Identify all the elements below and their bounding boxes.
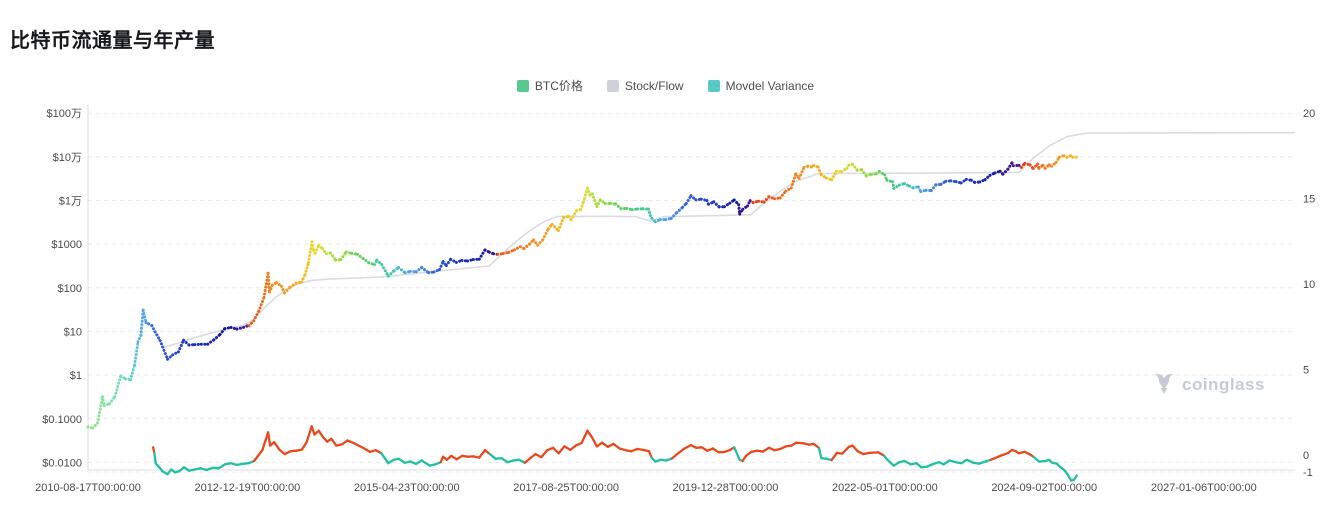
x-axis-tick-label: 2017-08-25T00:00:00 (513, 482, 619, 494)
page-title: 比特币流通量与年产量 (10, 30, 215, 52)
legend: BTC价格 Stock/Flow Movdel Variance (0, 77, 1331, 94)
left-axis-tick-label: $1 (70, 370, 82, 382)
left-axis-tick-label: $1万 (59, 196, 82, 208)
x-axis-tick-label: 2027-01-06T00:00:00 (1151, 482, 1257, 494)
legend-item-2[interactable]: Movdel Variance (707, 78, 815, 93)
legend-label: Movdel Variance (725, 78, 815, 93)
legend-item-0[interactable]: BTC价格 (516, 77, 583, 94)
left-axis-tick-label: $10万 (53, 152, 82, 164)
x-axis-tick-label: 2012-12-19T00:00:00 (194, 482, 300, 494)
x-axis-tick-label: 2010-08-17T00:00:00 (35, 482, 141, 494)
x-axis-tick-label: 2019-12-28T00:00:00 (673, 482, 779, 494)
right-axis-tick-label: 5 (1303, 365, 1309, 377)
legend-swatch-icon (516, 79, 529, 92)
x-axis-tick-label: 2024-09-02T00:00:00 (991, 482, 1097, 494)
left-axis-tick-label: $100万 (47, 108, 82, 120)
right-axis-tick-label: 10 (1303, 279, 1315, 291)
left-axis-tick-label: $10 (64, 326, 82, 338)
legend-label: BTC价格 (534, 79, 583, 93)
stockflow-series (164, 131, 1296, 349)
model-variance-series (151, 425, 1079, 482)
right-axis-tick-label: 0 (1303, 450, 1309, 462)
legend-item-1[interactable]: Stock/Flow (606, 78, 684, 93)
x-axis-tick-label: 2015-04-23T00:00:00 (354, 482, 460, 494)
right-axis-tick-label: 20 (1303, 108, 1315, 120)
legend-swatch-icon (606, 79, 619, 92)
left-axis-tick-label: $100 (58, 283, 82, 295)
left-axis-tick-label: $0.1000 (42, 414, 82, 426)
legend-label: Stock/Flow (624, 78, 684, 93)
x-axis-tick-label: 2022-05-01T00:00:00 (832, 482, 938, 494)
right-axis-tick-label: 15 (1303, 194, 1315, 206)
btc-price-series (86, 154, 1080, 430)
legend-swatch-icon (707, 79, 720, 92)
right-axis-tick-label: -1 (1303, 467, 1313, 479)
left-axis-tick-label: $1000 (51, 239, 82, 251)
left-axis-tick-label: $0.0100 (42, 457, 82, 469)
